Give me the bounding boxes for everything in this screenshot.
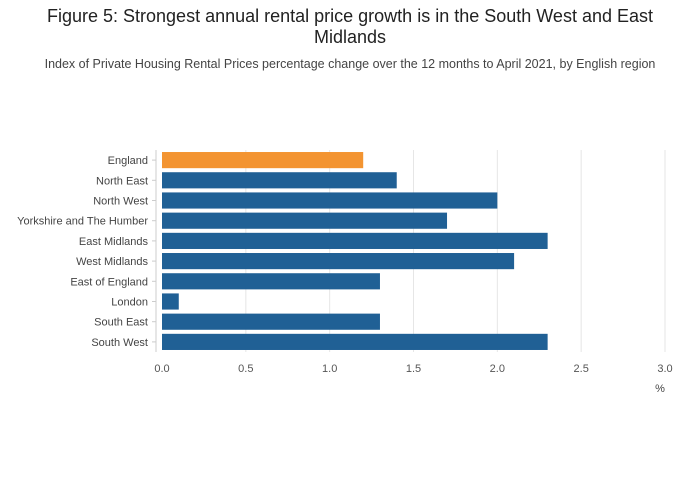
bar <box>162 212 448 229</box>
bar <box>162 293 179 310</box>
x-tick-labels: 0.0 0.5 1.0 1.5 2.0 2.5 3.0 <box>154 363 672 375</box>
x-tick-label: 2.5 <box>574 363 589 375</box>
bar <box>162 313 380 330</box>
category-label: East of England <box>70 276 148 288</box>
category-label: North East <box>96 175 148 187</box>
x-tick-label: 1.5 <box>406 363 421 375</box>
x-tick-label: 1.0 <box>322 363 337 375</box>
bar <box>162 253 515 270</box>
chart-title: Figure 5: Strongest annual rental price … <box>46 6 653 47</box>
x-tick-label: 0.0 <box>154 363 169 375</box>
x-tick-label: 3.0 <box>657 363 672 375</box>
chart-subtitle: Index of Private Housing Rental Prices p… <box>44 57 656 71</box>
category-label: South West <box>91 337 148 349</box>
bar <box>162 232 548 249</box>
category-label: East Midlands <box>79 236 149 248</box>
category-label: South East <box>94 317 148 329</box>
bar <box>162 172 397 189</box>
bar <box>162 192 498 209</box>
category-labels: England North East North West Yorkshire and… <box>17 155 148 349</box>
x-tick-label: 0.5 <box>238 363 253 375</box>
category-label: Yorkshire and The Humber <box>17 216 148 228</box>
bar <box>162 333 548 350</box>
category-label: North West <box>93 196 148 208</box>
bars <box>162 152 548 350</box>
x-tick-label: 2.0 <box>490 363 505 375</box>
bar <box>162 273 380 290</box>
x-axis-title: % <box>655 383 665 395</box>
bar <box>162 152 364 169</box>
category-label: West Midlands <box>76 256 148 268</box>
category-label: England <box>108 155 148 167</box>
category-label: London <box>111 297 148 309</box>
